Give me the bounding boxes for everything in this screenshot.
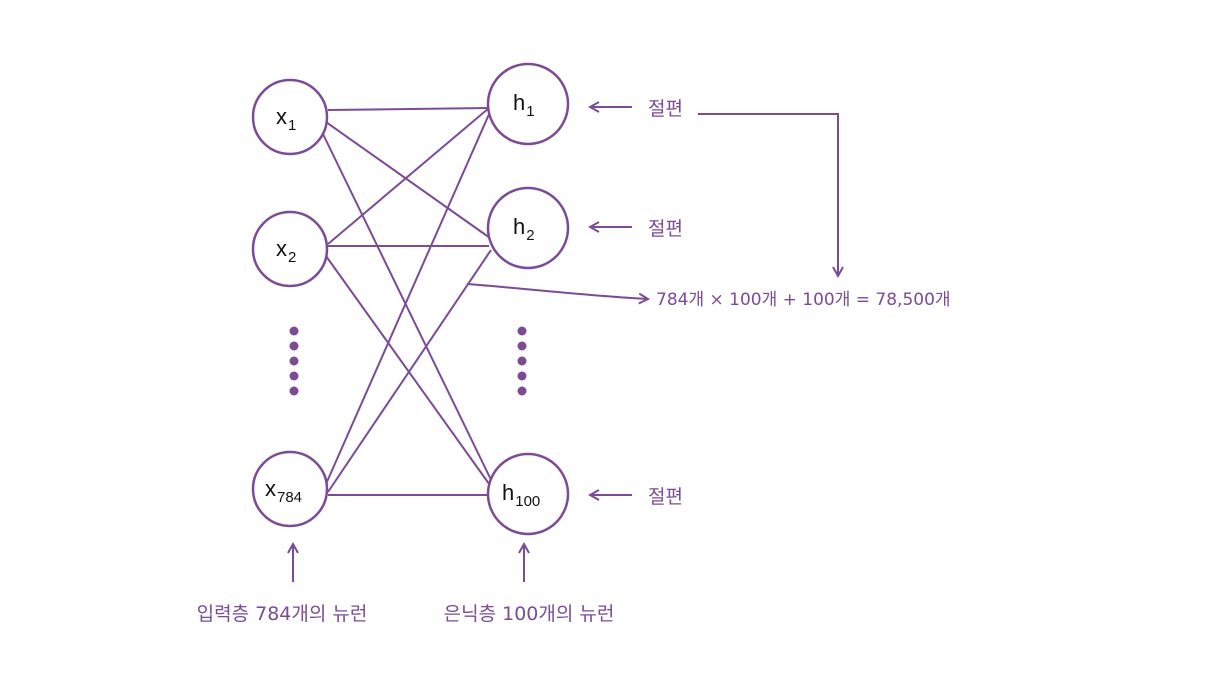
edge-x784-h2 — [327, 249, 492, 493]
svg-text:h2: h2 — [513, 214, 535, 244]
input-node: x2 — [251, 210, 329, 288]
hidden-node-label: h — [513, 90, 525, 115]
hidden-node-subscript: 1 — [526, 103, 534, 120]
input-node: x784 — [251, 450, 329, 528]
hidden-node-label: h — [502, 480, 514, 505]
svg-text:h1: h1 — [513, 90, 535, 120]
hidden-node-subscript: 100 — [515, 493, 540, 510]
right-arrow-icon — [466, 283, 648, 299]
edge-x1-h1 — [327, 107, 490, 111]
edge-x2-h1 — [327, 107, 490, 245]
svg-text:x784: x784 — [265, 476, 302, 506]
parameter-count-formula: 784개 × 100개 + 100개 = 78,500개 — [656, 290, 951, 310]
bias-label: 절편 — [648, 98, 683, 120]
bias-label: 절편 — [648, 218, 683, 240]
input-node: x1 — [251, 78, 329, 156]
input-node-subscript: 2 — [288, 249, 296, 266]
hidden-node: h2 — [486, 186, 570, 270]
svg-text:h100: h100 — [502, 480, 540, 510]
hidden-node: h1 — [486, 62, 570, 146]
edge-x1-h2 — [325, 121, 491, 239]
input-node-subscript: 784 — [277, 489, 302, 506]
hidden-ellipsis — [517, 326, 527, 396]
bias-annotation: 절편 — [590, 218, 683, 240]
connections — [321, 107, 495, 496]
input-node-label: x — [276, 236, 287, 261]
bias-annotation: 절편 — [590, 486, 683, 508]
bias-label: 절편 — [648, 486, 683, 508]
hidden-layer-caption: 은닉층 100개의 뉴런 — [444, 603, 615, 625]
hidden-node: h100 — [486, 452, 570, 536]
edge-x1-h100 — [321, 131, 495, 487]
bias-annotation: 절편 — [590, 98, 683, 120]
edge-x784-h1 — [325, 111, 491, 485]
hidden-node-label: h — [513, 214, 525, 239]
svg-text:x1: x1 — [276, 104, 296, 134]
input-node-subscript: 1 — [288, 117, 296, 134]
input-layer-caption: 입력층 784개의 뉴런 — [197, 603, 368, 625]
input-ellipsis — [289, 326, 299, 396]
input-node-label: x — [276, 104, 287, 129]
svg-text:x2: x2 — [276, 236, 296, 266]
input-node-label: x — [265, 476, 276, 501]
hidden-node-subscript: 2 — [526, 227, 534, 244]
down-arrow-icon — [698, 113, 838, 276]
